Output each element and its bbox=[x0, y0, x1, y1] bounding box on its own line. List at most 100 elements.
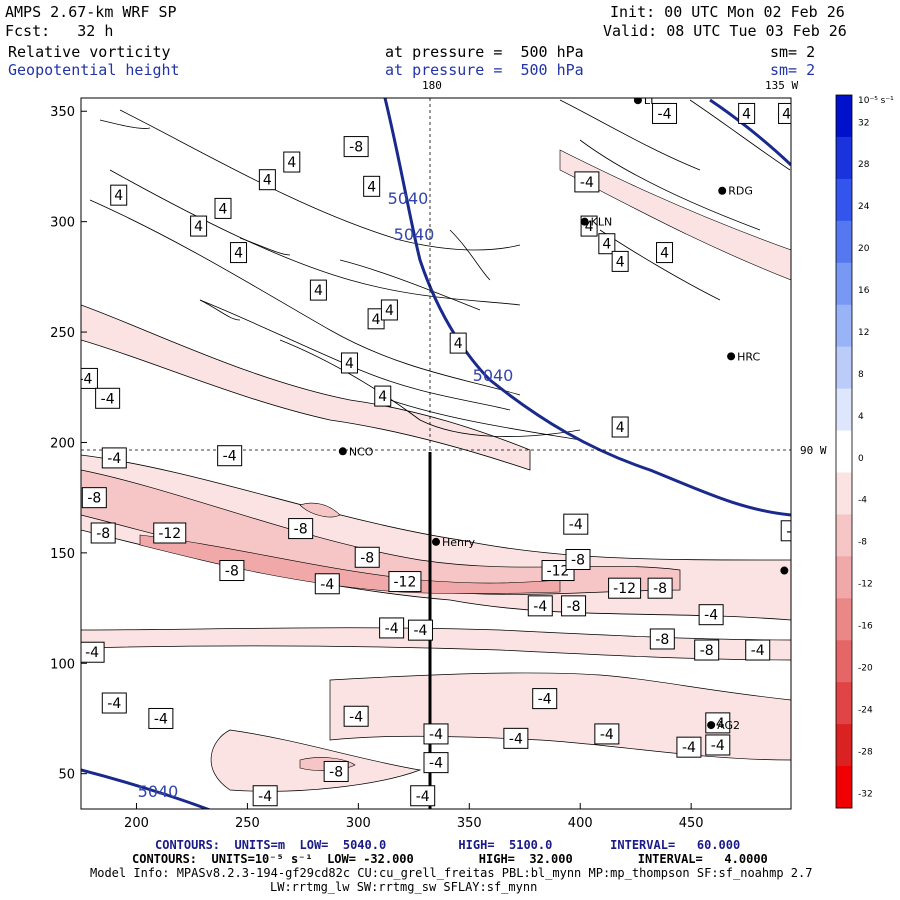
station-dot bbox=[707, 721, 716, 730]
colorbar: 10⁻⁵ s⁻¹ 32 28 24 20 16 12 8 4 0 -4 -8 -12 -16 -20 -24 -… bbox=[835, 94, 894, 809]
vorticity-label-text: -4 bbox=[107, 451, 121, 467]
vorticity-label: -4 bbox=[407, 619, 433, 641]
vorticity-label-box bbox=[778, 102, 791, 124]
colorbar-segment bbox=[836, 178, 852, 222]
vorticity-label-box bbox=[694, 639, 720, 661]
init-time: Init: 00 UTC Mon 02 Feb 26 bbox=[610, 3, 845, 21]
vorticity-label: 4 bbox=[110, 184, 128, 206]
colorbar-segment bbox=[836, 346, 852, 390]
vorticity-label-box bbox=[219, 560, 245, 582]
vorticity-label-box bbox=[217, 445, 243, 467]
vorticity-label-text: -4 bbox=[413, 623, 427, 639]
vorticity-label-text: -4 bbox=[786, 524, 800, 540]
vorticity-label-text: -8 bbox=[329, 764, 343, 780]
vorticity-label-box bbox=[594, 723, 620, 745]
colorbar-tick-label: 0 bbox=[858, 454, 864, 464]
vorticity-label: -4 bbox=[652, 102, 678, 124]
colorbar-segment bbox=[836, 262, 852, 306]
vorticity-label-text: -8 bbox=[700, 643, 714, 659]
vorticity-label: -4 bbox=[410, 785, 436, 807]
vorticity-label-text: -4 bbox=[658, 106, 672, 122]
vorticity-label-box bbox=[780, 520, 791, 542]
vorticity-label-text: -8 bbox=[56, 473, 70, 489]
station-dot bbox=[432, 537, 440, 546]
colorbar-tick-label: -32 bbox=[858, 789, 873, 799]
station-dot bbox=[633, 98, 642, 105]
vorticity-label: 4 bbox=[230, 242, 248, 264]
vorticity-label: -4 bbox=[101, 447, 127, 469]
vorticity-label-box bbox=[363, 175, 381, 197]
vorticity-label: -4 bbox=[780, 520, 800, 542]
height-contour-label: 5040 bbox=[388, 189, 429, 208]
vorticity-label-text: -8 bbox=[653, 581, 667, 597]
station-markers: NCO Henry KLN RDG HRC AG2 LT bbox=[338, 94, 789, 732]
plot-frame bbox=[80, 97, 792, 810]
vorticity-label-box bbox=[503, 727, 529, 749]
vorticity-label-text: -4 bbox=[107, 696, 121, 712]
lon-label-90w: 90 W bbox=[800, 444, 827, 457]
vorticity-label-box bbox=[343, 705, 369, 727]
colorbar-segment bbox=[836, 95, 852, 138]
vorticity-label-text: 4 bbox=[660, 246, 669, 262]
station-name: RDG bbox=[728, 185, 753, 198]
station-dot bbox=[580, 217, 589, 226]
field2-name: Geopotential height bbox=[8, 61, 180, 79]
vorticity-shading bbox=[81, 149, 791, 792]
vorticity-label: -4 bbox=[314, 573, 340, 595]
vorticity-label-text: -4 bbox=[509, 731, 523, 747]
vorticity-label-box bbox=[354, 546, 380, 568]
vorticity-label-box bbox=[379, 617, 405, 639]
vorticity-label-box bbox=[95, 387, 121, 409]
colorbar-segment bbox=[836, 514, 852, 557]
colorbar-tick-label: -24 bbox=[858, 705, 873, 715]
vorticity-label-text: 4 bbox=[114, 188, 123, 204]
vorticity-label: -4 bbox=[503, 727, 529, 749]
vorticity-label-box bbox=[314, 573, 340, 595]
vorticity-label: 4 bbox=[190, 215, 208, 237]
vorticity-label-text: -4 bbox=[101, 391, 115, 407]
vorticity-label-box bbox=[676, 736, 702, 758]
vorticity-label-box bbox=[81, 367, 98, 389]
vorticity-label: 4 bbox=[340, 352, 358, 374]
station-dot bbox=[718, 186, 727, 195]
vorticity-label-text: 4 bbox=[345, 356, 354, 372]
vorticity-label: -8 bbox=[219, 560, 245, 582]
vorticity-label-text: -12 bbox=[613, 581, 636, 597]
station: Henry bbox=[432, 536, 476, 549]
vorticity-label: -12 bbox=[608, 577, 642, 599]
station-name: LT bbox=[644, 94, 656, 107]
vorticity-label-text: 4 bbox=[616, 254, 625, 270]
colorbar-tick-label: 4 bbox=[858, 412, 864, 422]
vorticity-label: -4 bbox=[698, 604, 724, 626]
vorticity-label-box bbox=[374, 385, 392, 407]
vorticity-label-box bbox=[647, 577, 673, 599]
vorticity-label-text: -4 bbox=[78, 371, 92, 387]
vorticity-label-box bbox=[190, 215, 208, 237]
vorticity-label-box bbox=[110, 184, 128, 206]
vorticity-label-box bbox=[611, 250, 629, 272]
lon-label-135w: 135 W bbox=[765, 79, 799, 92]
vorticity-label-text: 4 bbox=[372, 312, 381, 328]
station-name: KLN bbox=[591, 216, 613, 229]
x-tick-label: 350 bbox=[457, 816, 482, 831]
vorticity-label-text: 4 bbox=[287, 155, 296, 171]
field1-name: Relative vorticity bbox=[8, 43, 171, 61]
vorticity-label-box bbox=[252, 785, 278, 807]
vorticity-label-text: 4 bbox=[367, 179, 376, 195]
vorticity-label-box bbox=[309, 279, 327, 301]
height-contour-label: 5040 bbox=[138, 782, 179, 801]
vorticity-label-text: 4 bbox=[602, 237, 611, 253]
vorticity-label: 4 bbox=[363, 175, 381, 197]
vorticity-label: -8 bbox=[694, 639, 720, 661]
vorticity-label-text: -4 bbox=[429, 756, 443, 772]
vorticity-label-box bbox=[388, 571, 422, 593]
field2-level: at pressure = 500 hPa bbox=[385, 61, 584, 79]
vorticity-label: 4 bbox=[283, 151, 301, 173]
vorticity-label: -4 bbox=[574, 171, 600, 193]
y-tick-label: 250 bbox=[50, 326, 75, 341]
y-tick-label: 100 bbox=[50, 657, 75, 672]
colorbar-tick-label: -8 bbox=[858, 538, 867, 548]
x-tick-label: 400 bbox=[568, 816, 593, 831]
vorticity-label-text: -4 bbox=[580, 175, 594, 191]
